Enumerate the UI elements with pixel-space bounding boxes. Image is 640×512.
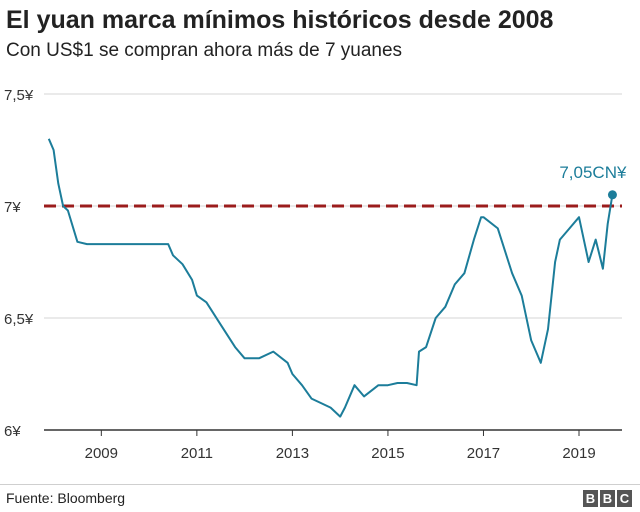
x-tick-label: 2009 bbox=[85, 445, 118, 462]
latest-value-label: 7,05CN¥ bbox=[559, 163, 627, 182]
bbc-logo: B B C bbox=[583, 490, 632, 507]
bbc-logo-letter: B bbox=[583, 490, 598, 507]
y-tick-label: 6¥ bbox=[4, 423, 21, 440]
chart-subtitle: Con US$1 se compran ahora más de 7 yuane… bbox=[6, 40, 403, 61]
x-tick-label: 2019 bbox=[562, 445, 595, 462]
x-tick-label: 2015 bbox=[371, 445, 404, 462]
source-note: Fuente: Bloomberg bbox=[6, 490, 126, 506]
footer-divider bbox=[0, 484, 640, 485]
bbc-logo-letter: C bbox=[617, 490, 632, 507]
y-tick-label: 6,5¥ bbox=[4, 311, 34, 328]
y-tick-label: 7¥ bbox=[4, 199, 21, 216]
y-tick-label: 7,5¥ bbox=[4, 87, 34, 104]
line-chart: 6¥ 6,5¥ 7¥ 7,5¥ 2009 2011 2013 2015 2017 2019 7,05… bbox=[4, 87, 627, 462]
x-tick-label: 2013 bbox=[276, 445, 309, 462]
series-line bbox=[47, 138, 614, 418]
latest-value-point bbox=[607, 190, 617, 200]
bbc-logo-letter: B bbox=[600, 490, 615, 507]
x-tick-label: 2017 bbox=[467, 445, 500, 462]
x-tick-label: 2011 bbox=[181, 445, 213, 462]
chart-title: El yuan marca mínimos históricos desde 2… bbox=[6, 6, 554, 34]
